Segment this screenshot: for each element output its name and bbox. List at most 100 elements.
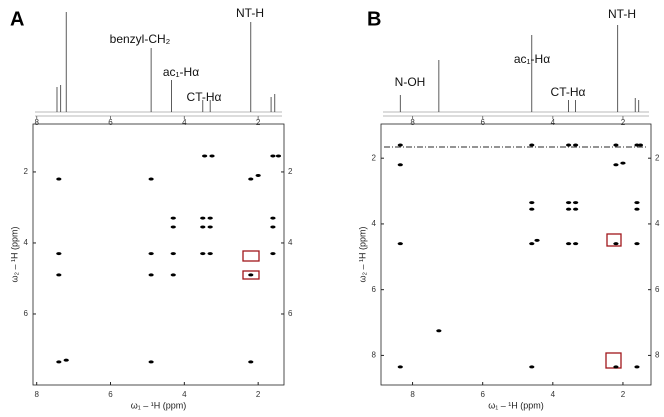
cross-peak — [63, 358, 69, 362]
cross-peak — [270, 216, 276, 220]
cross-peak — [148, 360, 154, 364]
peak-annotation: ac₁-Hα — [163, 65, 199, 79]
y-tick-label: 2 — [372, 153, 377, 162]
y-tick-label: 6 — [24, 309, 29, 318]
x-axis-label: ω₁ – ¹H (ppm) — [131, 400, 187, 410]
cross-peak — [397, 242, 403, 246]
peak-annotation: benzyl-CH₂ — [110, 32, 171, 46]
cross-peak — [613, 365, 619, 369]
highlight-box — [242, 270, 260, 280]
y-tick-label-right: 2 — [288, 167, 293, 176]
y-tick-label-right: 2 — [655, 153, 660, 162]
cross-peak — [248, 177, 254, 181]
cross-peak — [255, 173, 261, 177]
peak-annotation: NT-H — [236, 6, 264, 20]
cross-peak — [637, 143, 644, 147]
cross-peak — [565, 242, 572, 246]
cross-peak — [573, 207, 579, 211]
spectrum-tick-label: 8 — [410, 118, 415, 127]
cross-peak — [529, 207, 535, 211]
highlight-box — [242, 250, 260, 262]
y-axis-label: ω₂ – ¹H (ppm) — [9, 226, 19, 282]
highlight-box — [606, 233, 622, 247]
cross-peak — [634, 242, 640, 246]
cross-peak — [148, 273, 154, 277]
cross-peak — [170, 225, 176, 229]
cross-peak — [613, 242, 619, 246]
cross-peak — [207, 252, 213, 256]
cross-peak — [397, 143, 403, 147]
cross-peak — [634, 365, 640, 369]
cross-peak — [270, 154, 276, 158]
spectrum-tick-label: 2 — [621, 118, 626, 127]
cross-peak — [529, 242, 535, 246]
x-tick-label: 2 — [256, 390, 261, 399]
spectrum-tick-label: 6 — [108, 118, 113, 127]
cross-peak — [573, 143, 579, 147]
y-tick-label: 4 — [372, 219, 377, 228]
y-tick-label: 6 — [372, 285, 377, 294]
cross-peak — [620, 161, 626, 165]
x-tick-label: 8 — [410, 390, 415, 399]
cross-peak — [56, 252, 62, 256]
cross-peak — [634, 201, 640, 205]
cross-peak — [200, 225, 206, 229]
cross-peak — [634, 207, 640, 211]
cross-peak — [529, 201, 535, 205]
cross-peak — [270, 225, 276, 229]
spectrum-tick-label: 2 — [256, 118, 261, 127]
cross-peak — [613, 163, 619, 167]
peak-annotation: CT-Hα — [187, 90, 222, 104]
cross-peak — [170, 252, 176, 256]
y-tick-label: 8 — [372, 351, 377, 360]
cross-peak — [565, 207, 572, 211]
cross-peak — [200, 216, 206, 220]
peak-annotation: ac₁-Hα — [514, 52, 550, 66]
cross-peak — [397, 163, 403, 167]
x-axis-label: ω₁ – ¹H (ppm) — [488, 400, 544, 410]
spectrum-tick-label: 6 — [480, 118, 485, 127]
cross-peak — [207, 216, 213, 220]
y-tick-label-right: 4 — [288, 238, 293, 247]
y-tick-label: 4 — [24, 238, 29, 247]
cross-peak — [275, 154, 282, 158]
cross-peak — [397, 365, 403, 369]
y-tick-label-right: 6 — [288, 309, 293, 318]
highlight-box — [605, 352, 622, 369]
y-axis-label: ω₂ – ¹H (ppm) — [357, 226, 367, 282]
cross-peak — [565, 201, 572, 205]
cross-peak — [209, 154, 215, 158]
peak-annotation: CT-Hα — [551, 85, 586, 99]
cross-peak — [148, 252, 154, 256]
y-tick-label-right: 8 — [655, 351, 660, 360]
cross-peak — [436, 329, 442, 333]
cross-peak — [207, 225, 213, 229]
cross-peak — [573, 242, 579, 246]
cross-peak — [56, 360, 62, 364]
cross-peak — [248, 273, 254, 277]
cross-peak — [270, 252, 276, 256]
y-tick-label: 2 — [24, 167, 29, 176]
y-tick-label-right: 6 — [655, 285, 660, 294]
spectrum-tick-label: 4 — [551, 118, 556, 127]
plot-frame — [32, 123, 285, 386]
cross-peak — [573, 201, 579, 205]
cross-peak — [148, 177, 154, 181]
cross-peak — [248, 360, 254, 364]
x-tick-label: 6 — [480, 390, 485, 399]
x-tick-label: 4 — [182, 390, 187, 399]
cross-peak — [565, 143, 572, 147]
spectrum-tick-label: 4 — [182, 118, 187, 127]
cross-peak — [170, 216, 176, 220]
spectrum-tick-label: 8 — [34, 118, 39, 127]
cross-peak — [200, 252, 206, 256]
cross-peak — [529, 365, 535, 369]
x-tick-label: 8 — [34, 390, 39, 399]
panel-label: A — [10, 8, 24, 30]
cross-peak — [613, 143, 619, 147]
y-tick-label-right: 4 — [655, 219, 660, 228]
peak-annotation: NT-H — [608, 7, 636, 21]
panel-label: B — [367, 8, 381, 30]
cross-peak — [56, 177, 62, 181]
